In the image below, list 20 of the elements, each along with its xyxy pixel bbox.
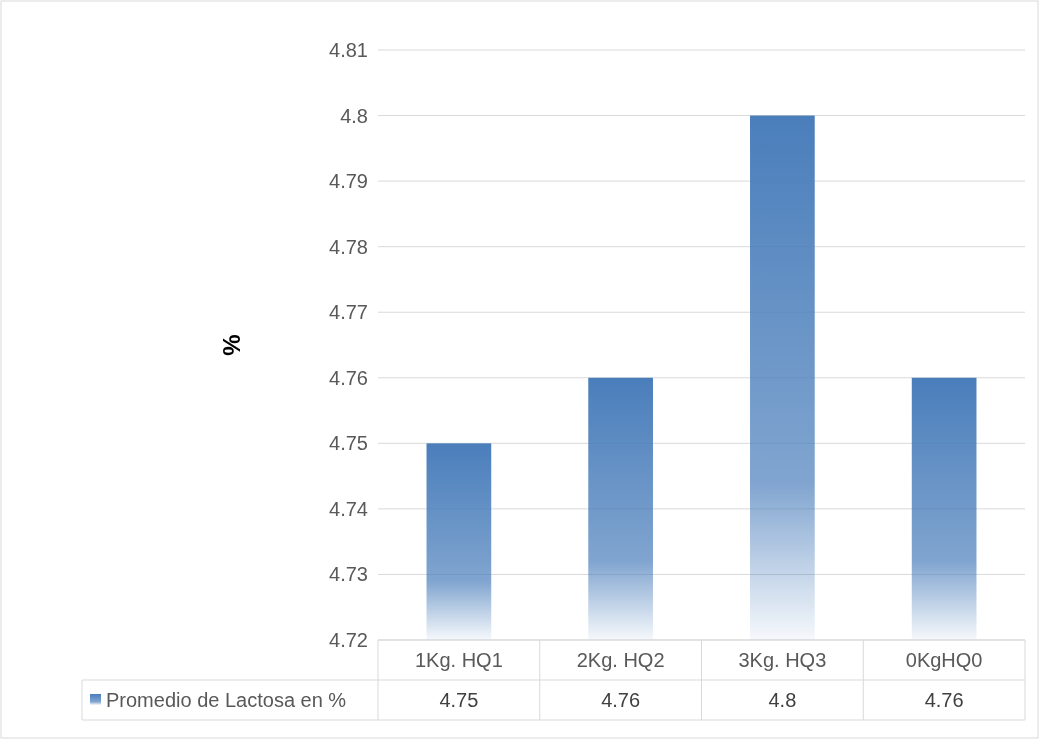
x-tick-label: 0KgHQ0 <box>905 649 983 671</box>
data-label: 4.76 <box>924 689 964 711</box>
y-tick-label: 4.79 <box>329 170 368 193</box>
data-label: 4.76 <box>601 689 641 711</box>
y-tick-label: 4.73 <box>329 563 368 586</box>
x-tick-label: 3Kg. HQ3 <box>738 649 827 671</box>
x-tick-label: 2Kg. HQ2 <box>576 649 665 671</box>
y-tick-label: 4.75 <box>329 432 368 455</box>
y-tick-label: 4.77 <box>329 301 368 324</box>
y-tick-label: 4.8 <box>340 104 368 127</box>
y-tick-label: 4.72 <box>329 629 368 651</box>
data-label: 4.8 <box>768 689 797 711</box>
legend-label: Promedio de Lactosa en % <box>106 689 347 711</box>
y-tick-label: 4.76 <box>329 366 368 389</box>
y-axis-title: % <box>218 334 245 356</box>
data-label: 4.75 <box>439 689 479 711</box>
y-tick-label: 4.78 <box>329 235 368 258</box>
y-tick-label: 4.81 <box>329 39 368 61</box>
y-tick-label: 4.74 <box>329 497 368 520</box>
x-tick-label: 1Kg. HQ1 <box>414 649 503 671</box>
